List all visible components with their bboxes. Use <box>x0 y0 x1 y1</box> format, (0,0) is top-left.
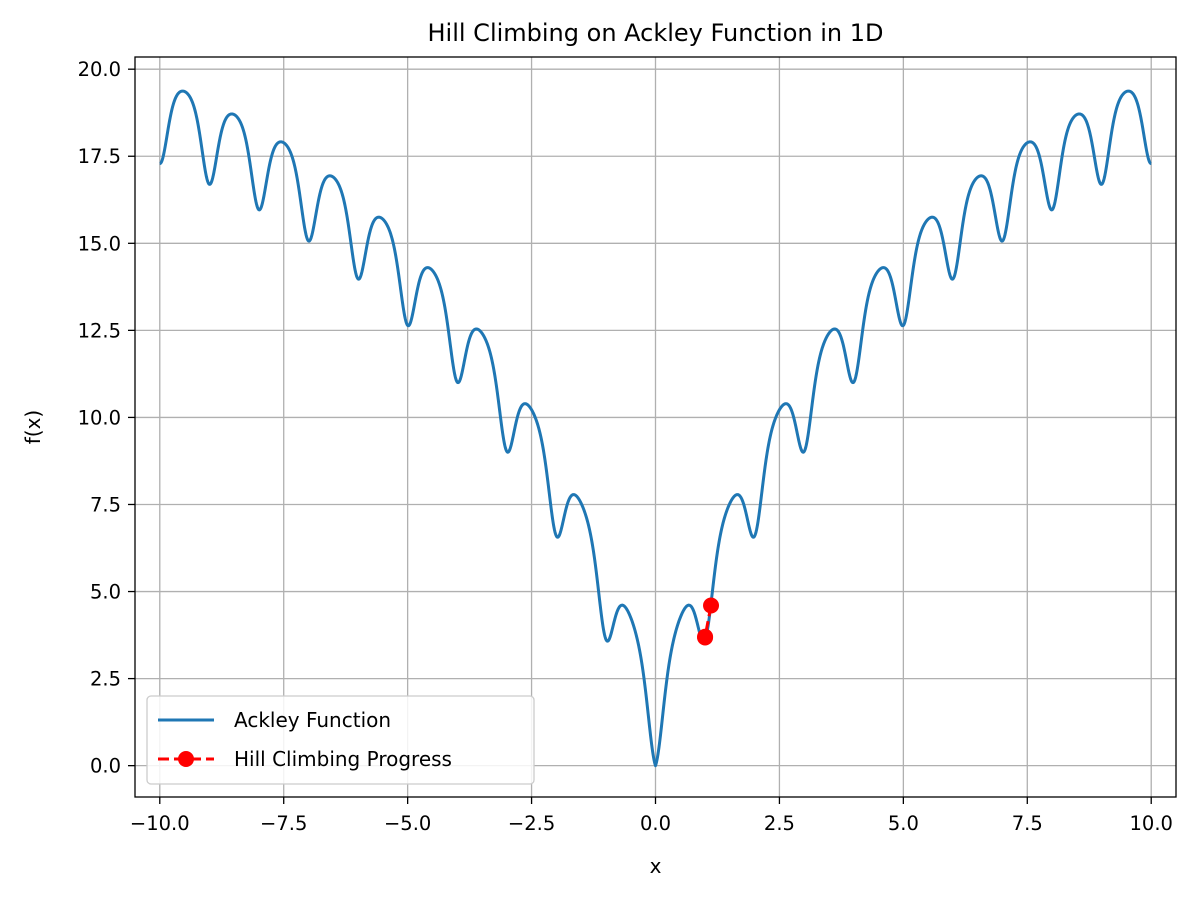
x-tick-label: 0.0 <box>640 812 671 835</box>
chart-title: Hill Climbing on Ackley Function in 1D <box>428 19 884 47</box>
legend-box <box>146 695 535 785</box>
y-tick-label: 20.0 <box>78 58 121 81</box>
x-axis: −10.0 −7.5 −5.0 −2.5 0.0 2.5 5.0 7.5 10.0 <box>130 797 1173 835</box>
x-tick-label: −5.0 <box>384 812 431 835</box>
y-axis-label: f(x) <box>21 410 45 444</box>
x-tick-label: −7.5 <box>260 812 307 835</box>
legend-marker-hill-climbing <box>178 751 194 767</box>
legend-label: Hill Climbing Progress <box>234 747 452 771</box>
legend: Ackley Function Hill Climbing Progress <box>146 695 535 785</box>
y-axis: 0.0 2.5 5.0 7.5 10.0 12.5 15.0 17.5 20.0 <box>78 58 135 778</box>
x-tick-label: 5.0 <box>888 812 919 835</box>
x-axis-label: x <box>650 854 662 878</box>
y-tick-label: 2.5 <box>90 668 121 691</box>
y-tick-label: 10.0 <box>78 406 121 429</box>
x-tick-label: 7.5 <box>1012 812 1043 835</box>
hill-climbing-point <box>703 597 720 614</box>
y-tick-label: 5.0 <box>90 581 121 604</box>
x-tick-label: 10.0 <box>1130 812 1173 835</box>
y-tick-label: 15.0 <box>78 232 121 255</box>
ackley-function-line <box>158 89 1153 768</box>
legend-label: Ackley Function <box>234 708 391 732</box>
x-tick-label: −10.0 <box>130 812 190 835</box>
hill-climbing-point <box>697 629 714 646</box>
x-tick-label: 2.5 <box>764 812 795 835</box>
y-tick-label: 0.0 <box>90 755 121 778</box>
series-layer <box>158 89 1153 768</box>
y-tick-label: 7.5 <box>90 493 121 516</box>
y-tick-label: 17.5 <box>78 145 121 168</box>
y-tick-label: 12.5 <box>78 319 121 342</box>
x-tick-label: −2.5 <box>508 812 555 835</box>
